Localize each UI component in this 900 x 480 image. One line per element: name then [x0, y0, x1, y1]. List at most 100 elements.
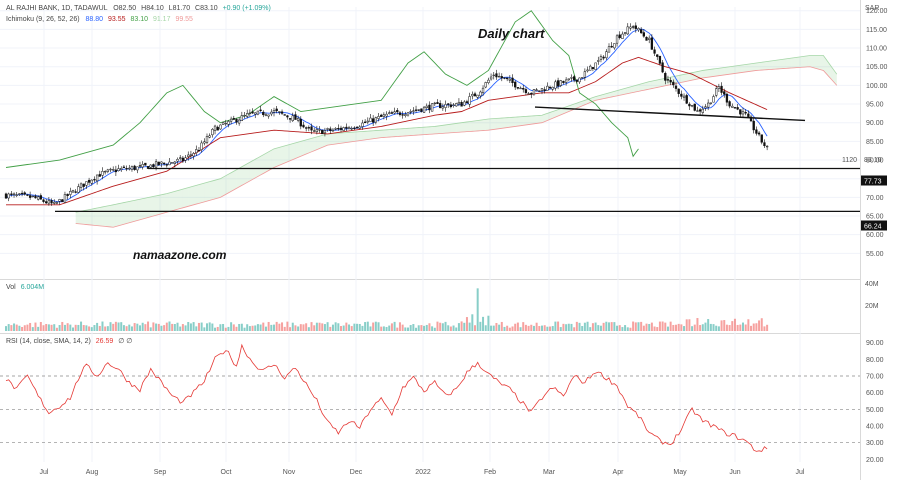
volume-bar-down [289, 327, 292, 331]
volume-bar-up [482, 316, 485, 331]
volume-bar-up [608, 322, 610, 331]
volume-bar-up [431, 326, 434, 331]
volume-bar-down [396, 327, 399, 331]
cloud-segment-bullish [796, 57, 800, 68]
volume-bar-up [503, 326, 506, 331]
cloud-segment-bullish [324, 133, 328, 147]
candle-up [366, 120, 369, 123]
volume-bar-down [720, 320, 723, 331]
cloud-segment-bullish [726, 66, 730, 75]
candle-up [141, 164, 144, 168]
volume-bar-up [583, 322, 586, 331]
candle-up [347, 127, 351, 130]
candle-up [254, 112, 257, 115]
volume-bar-down [34, 322, 37, 331]
candle-down [634, 25, 637, 29]
cloud-segment-bullish [121, 202, 124, 225]
volume-bar-down [516, 322, 519, 331]
volume-bar-up [490, 325, 493, 331]
candle-up [535, 89, 538, 91]
time-tick-label: 2022 [415, 469, 431, 476]
cloud-segment-bullish [523, 116, 526, 126]
cloud-segment-bullish [354, 131, 358, 142]
volume-bar-up [613, 322, 616, 331]
cloud-segment-bullish [493, 118, 497, 130]
volume-bar-up [297, 326, 300, 331]
volume-bar-up [382, 326, 385, 331]
volume-bar-down [640, 321, 643, 331]
candle-down [610, 45, 613, 48]
cloud-segment-bullish [539, 115, 542, 124]
cloud-segment-bullish [820, 55, 824, 71]
candle-up [430, 103, 434, 112]
candle-down [310, 126, 313, 131]
cloud-segment-bullish [542, 114, 545, 123]
cloud-segment-bullish [252, 159, 256, 180]
cloud-segment-bullish [134, 199, 138, 222]
candle-up [605, 51, 608, 59]
cloud-segment-bullish [140, 198, 143, 220]
volume-bar-up [130, 326, 133, 331]
volume-bar-down [283, 326, 286, 331]
volume-bar-up [206, 323, 208, 331]
cloud-segment-bullish [619, 89, 623, 96]
candle-up [58, 199, 61, 202]
volume-bar-down [61, 321, 64, 331]
candle-down [197, 149, 201, 152]
volume-bar-down [696, 318, 699, 331]
candle-up [361, 122, 364, 127]
volume-bar-down [750, 325, 753, 331]
candle-up [106, 169, 109, 172]
candle-down [543, 89, 546, 91]
cloud-segment-bullish [359, 131, 363, 141]
volume-bar-down [506, 325, 509, 331]
cloud-segment-bullish [504, 117, 508, 128]
volume-bar-down [535, 322, 538, 331]
candle-down [522, 88, 525, 90]
candle-up [267, 114, 270, 117]
candle-down [93, 179, 96, 181]
volume-bar-up [519, 327, 522, 331]
cloud-segment-bullish [255, 157, 258, 178]
candle-down [232, 118, 235, 120]
volume-bar-down [372, 322, 375, 331]
cloud-segment-bullish [177, 189, 181, 210]
cloud-segment-bullish [751, 63, 754, 72]
volume-legend: Vol 6.004M [6, 284, 44, 291]
volume-bar-up [243, 327, 246, 331]
volume-bar-up [13, 323, 16, 331]
last-time-label: 1120 [842, 157, 857, 164]
candle-down [516, 87, 520, 89]
volume-bar-down [495, 322, 498, 331]
cloud-segment-bullish [265, 151, 269, 172]
candle-down [329, 128, 332, 131]
volume-bar-down [693, 324, 696, 331]
candle-up [130, 166, 134, 170]
candle-up [313, 130, 316, 132]
volume-bar-up [264, 326, 267, 331]
volume-bar-up [227, 326, 230, 331]
candle-down [677, 88, 680, 94]
volume-bar-up [53, 324, 56, 331]
candle-up [409, 111, 412, 113]
volume-bar-up [457, 323, 460, 331]
candle-down [749, 116, 753, 122]
candle-down [672, 81, 675, 86]
candle-up [586, 69, 589, 72]
candle-down [337, 127, 340, 130]
volume-bar-down [642, 325, 645, 331]
rsi-tick-label: 60.00 [866, 390, 884, 397]
volume-bar-down [275, 321, 278, 331]
volume-bar-down [680, 324, 683, 331]
volume-bar-down [610, 322, 613, 331]
candle-up [109, 168, 112, 171]
candle-down [283, 114, 286, 116]
candle-up [90, 179, 93, 184]
volume-bar-up [184, 325, 187, 331]
cloud-segment-bullish [196, 184, 199, 205]
candle-down [414, 109, 418, 111]
cloud-segment-bullish [657, 79, 660, 88]
candle-up [208, 135, 211, 138]
rsi-line [5, 343, 768, 452]
candle-down [420, 108, 423, 112]
